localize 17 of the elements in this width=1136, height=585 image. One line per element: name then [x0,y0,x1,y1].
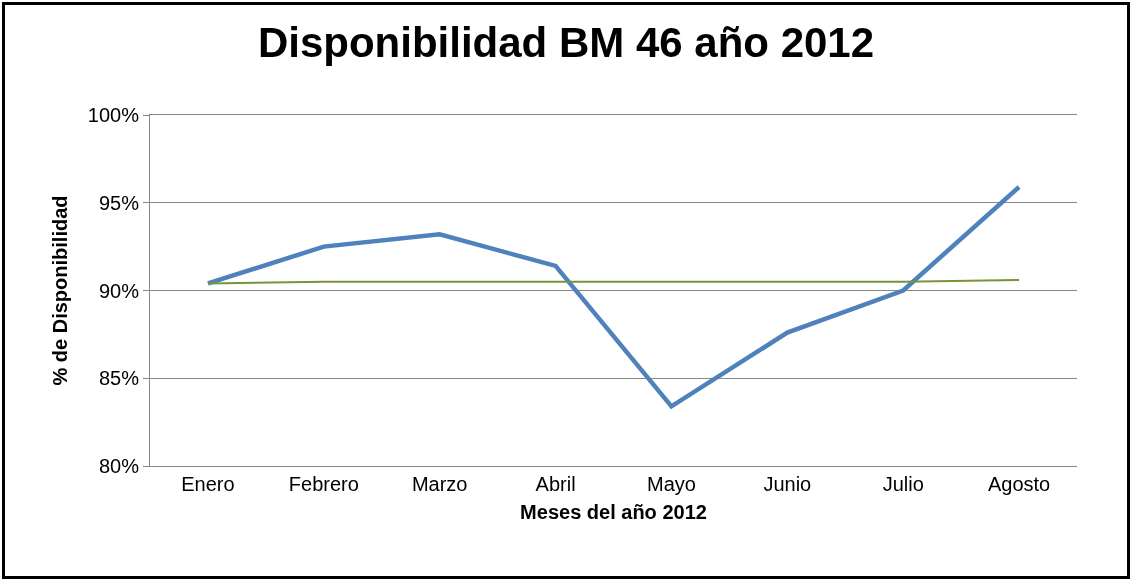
y-tick-label: 95% [98,191,140,214]
line-series [205,184,1022,409]
x-tick-label: Mayo [646,473,696,495]
x-tick-label: Julio [882,473,924,495]
y-tick-label: 90% [98,279,140,302]
y-tick-label: 85% [98,367,140,390]
x-tick-label: Junio [763,473,812,495]
x-tick-label: Marzo [411,473,468,495]
x-tick-label: Febrero [288,473,359,495]
chart-title: Disponibilidad BM 46 año 2012 [257,19,875,67]
y-axis-title: % de Disponibilidad [49,195,72,386]
x-tick-label: Agosto [987,473,1051,495]
y-tick-label: 100% [87,104,140,126]
x-tick-label: Abril [535,473,576,495]
y-tick-label: 80% [98,455,140,477]
x-axis-title: Meses del año 2012 [520,500,707,523]
x-tick-label: Enero [181,473,235,495]
